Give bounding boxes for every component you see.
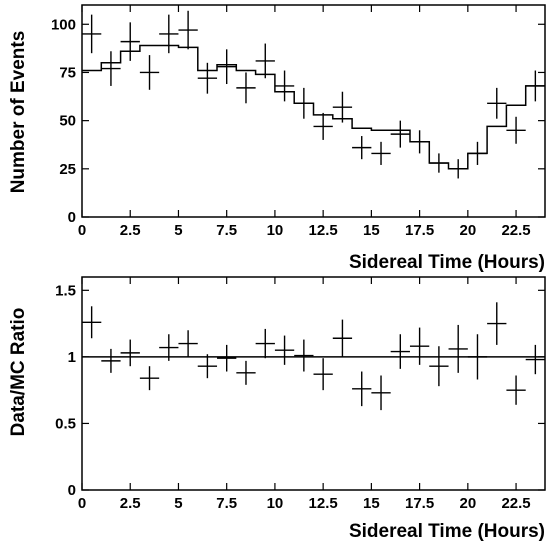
y-tick-label: 75 (59, 64, 76, 81)
data-point (352, 371, 372, 407)
x-tick-label: 7.5 (216, 222, 237, 239)
data-point (217, 49, 237, 85)
x-tick-label: 12.5 (309, 222, 338, 239)
y-tick-label: 25 (59, 161, 76, 178)
x-tick-label: 5 (174, 495, 182, 512)
x-tick-label: 2.5 (120, 495, 141, 512)
y-tick-label: 0.5 (55, 415, 76, 432)
data-point (255, 328, 275, 359)
axes: 0 2.5 5 7.5 10 12.5 15 17.5 20 22.5 0 0.5 1 1.5 (55, 277, 545, 512)
data-point (390, 334, 410, 369)
data-point (371, 375, 391, 411)
data-point (506, 375, 526, 405)
y-tick-label: 0 (68, 482, 76, 499)
data-point (274, 70, 295, 102)
data-point (487, 302, 507, 345)
ratio-panel: 0 2.5 5 7.5 10 12.5 15 17.5 20 22.5 0 0.5 1 1.5 Sider… (8, 276, 546, 542)
x-tick-label: 2.5 (120, 222, 141, 239)
data-point (159, 334, 179, 361)
data-point (139, 55, 160, 90)
x-tick-label: 22.5 (501, 495, 530, 512)
data-point (101, 348, 121, 373)
data-point (236, 72, 256, 104)
data-point (448, 324, 468, 373)
data-point (506, 116, 526, 144)
data-point (313, 112, 333, 140)
x-tick-label: 0 (78, 495, 86, 512)
data-point (197, 354, 218, 379)
y-tick-label: 100 (51, 16, 76, 33)
x-tick-label: 20 (459, 495, 476, 512)
data-point (139, 366, 160, 391)
x-axis-title: Sidereal Time (Hours) (349, 252, 545, 273)
x-tick-label: 5 (174, 222, 182, 239)
data-point (332, 319, 353, 357)
x-tick-label: 10 (267, 222, 284, 239)
x-tick-label: 20 (459, 222, 476, 239)
data-point (255, 43, 275, 79)
data-point (236, 360, 256, 385)
y-tick-label: 1.5 (55, 282, 76, 299)
y-axis-title: Data/MC Ratio (8, 308, 29, 437)
data-point (332, 91, 353, 123)
data-point (371, 141, 391, 165)
x-tick-label: 22.5 (501, 222, 530, 239)
plot-marks (82, 10, 545, 179)
mc-histogram-line (82, 44, 545, 170)
x-axis-title: Sidereal Time (Hours) (349, 521, 545, 542)
plot-marks (82, 302, 545, 411)
data-point (313, 358, 333, 391)
y-tick-label: 1 (68, 349, 76, 366)
data-point (120, 339, 140, 367)
data-point (159, 14, 179, 54)
data-point (82, 306, 102, 339)
y-axis-title: Number of Events (8, 31, 29, 194)
data-point (197, 62, 218, 94)
x-tick-label: 15 (363, 222, 380, 239)
data-point (409, 327, 430, 365)
x-tick-label: 15 (363, 495, 380, 512)
x-tick-label: 17.5 (405, 222, 434, 239)
data-point (429, 346, 449, 387)
x-tick-label: 7.5 (216, 495, 237, 512)
y-tick-label: 50 (59, 113, 76, 130)
x-tick-label: 0 (78, 222, 86, 239)
data-point (487, 87, 507, 119)
plot-frame (81, 4, 546, 218)
x-tick-label: 12.5 (309, 495, 338, 512)
data-point (101, 51, 121, 86)
plot-frame (81, 276, 546, 491)
data-point (178, 10, 198, 50)
data-point (217, 344, 237, 372)
x-tick-label: 17.5 (405, 495, 434, 512)
data-point (390, 120, 410, 148)
axes: 0 2.5 5 7.5 10 12.5 15 17.5 20 22.5 0 25 50 75 100 (51, 5, 545, 239)
data-point (467, 334, 488, 380)
data-point (274, 335, 295, 365)
data-point (178, 330, 198, 357)
events-panel: 0 2.5 5 7.5 10 12.5 15 17.5 20 22.5 0 25 50 75 100 Sid… (8, 4, 546, 273)
data-point (120, 22, 140, 61)
data-point (294, 339, 314, 372)
y-tick-label: 0 (68, 209, 76, 226)
data-point (352, 136, 372, 160)
x-tick-label: 10 (267, 495, 284, 512)
data-point (525, 344, 545, 375)
data-point (82, 14, 102, 54)
